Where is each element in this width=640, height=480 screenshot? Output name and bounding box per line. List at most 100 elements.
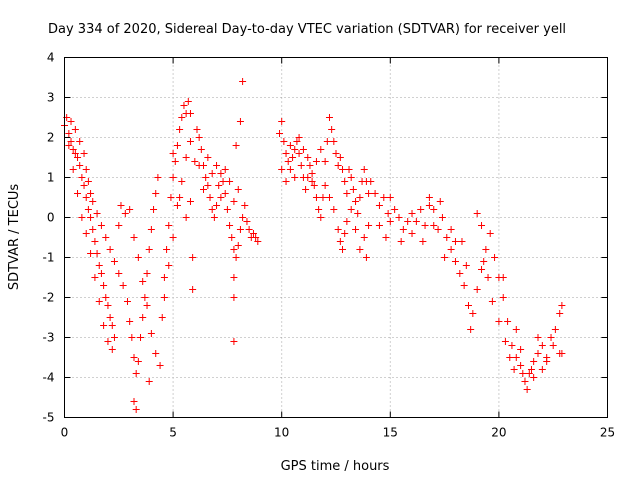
data-point xyxy=(195,134,203,141)
data-point xyxy=(473,286,481,293)
y-tick-label: 0 xyxy=(47,211,55,225)
data-point xyxy=(206,194,214,201)
data-point xyxy=(169,234,177,241)
data-point xyxy=(538,366,546,373)
data-point xyxy=(71,150,79,157)
data-point xyxy=(380,194,388,201)
data-point xyxy=(484,274,492,281)
data-point xyxy=(375,202,383,209)
data-point xyxy=(480,258,488,265)
data-point xyxy=(132,370,140,377)
data-point xyxy=(130,234,138,241)
data-point xyxy=(308,178,316,185)
data-point xyxy=(460,282,468,289)
data-point xyxy=(97,270,105,277)
data-point xyxy=(543,358,551,365)
data-point xyxy=(221,166,229,173)
data-point xyxy=(234,186,242,193)
data-point xyxy=(226,178,234,185)
data-point xyxy=(65,130,73,137)
data-point xyxy=(360,166,368,173)
data-point xyxy=(76,162,84,169)
data-point xyxy=(347,206,355,213)
data-point xyxy=(67,138,75,145)
data-point xyxy=(330,206,338,213)
data-point xyxy=(82,230,90,237)
data-point xyxy=(447,246,455,253)
data-point xyxy=(128,334,136,341)
data-point xyxy=(160,274,168,281)
data-point xyxy=(321,158,329,165)
data-point xyxy=(339,166,347,173)
data-point xyxy=(371,190,379,197)
data-point xyxy=(230,198,238,205)
data-point xyxy=(139,278,147,285)
data-point xyxy=(126,206,134,213)
data-point xyxy=(221,190,229,197)
data-point xyxy=(145,378,153,385)
data-point xyxy=(438,214,446,221)
data-point xyxy=(158,314,166,321)
data-point xyxy=(510,366,518,373)
data-point xyxy=(527,366,535,373)
data-point xyxy=(115,270,123,277)
data-point xyxy=(230,274,238,281)
data-point xyxy=(473,210,481,217)
data-point xyxy=(186,110,194,117)
data-point xyxy=(178,178,186,185)
data-point xyxy=(341,230,349,237)
data-point xyxy=(139,314,147,321)
data-point xyxy=(78,174,86,181)
data-point xyxy=(104,302,112,309)
data-point xyxy=(375,222,383,229)
data-point xyxy=(391,206,399,213)
data-point xyxy=(173,142,181,149)
data-point xyxy=(367,178,375,185)
data-point xyxy=(213,202,221,209)
x-tick-label: 15 xyxy=(383,426,398,440)
data-point xyxy=(451,258,459,265)
data-point xyxy=(343,218,351,225)
plot-frame xyxy=(64,57,608,418)
data-point xyxy=(425,194,433,201)
data-point xyxy=(523,386,531,393)
data-point xyxy=(549,342,557,349)
y-tick-label: -4 xyxy=(43,371,55,385)
data-point xyxy=(82,194,90,201)
data-point xyxy=(165,222,173,229)
data-point xyxy=(291,174,299,181)
data-point xyxy=(282,178,290,185)
data-point xyxy=(176,126,184,133)
data-point xyxy=(84,206,92,213)
data-point xyxy=(430,206,438,213)
data-point xyxy=(417,206,425,213)
data-point xyxy=(325,114,333,121)
data-point xyxy=(360,234,368,241)
data-point xyxy=(169,174,177,181)
data-point xyxy=(356,194,364,201)
data-point xyxy=(317,146,325,153)
data-point xyxy=(93,210,101,217)
data-point xyxy=(506,354,514,361)
data-point xyxy=(451,238,459,245)
data-point xyxy=(134,358,142,365)
data-point xyxy=(69,146,77,153)
data-point xyxy=(486,230,494,237)
data-point xyxy=(234,242,242,249)
data-point xyxy=(204,182,212,189)
data-point xyxy=(295,150,303,157)
data-point xyxy=(317,214,325,221)
data-point xyxy=(215,182,223,189)
data-point xyxy=(130,398,138,405)
data-point xyxy=(517,362,525,369)
data-point xyxy=(202,174,210,181)
data-point xyxy=(189,254,197,261)
data-point xyxy=(126,318,134,325)
data-point xyxy=(154,174,162,181)
data-point xyxy=(297,162,305,169)
data-point xyxy=(499,294,507,301)
data-point xyxy=(97,222,105,229)
data-point xyxy=(119,282,127,289)
data-point xyxy=(117,202,125,209)
